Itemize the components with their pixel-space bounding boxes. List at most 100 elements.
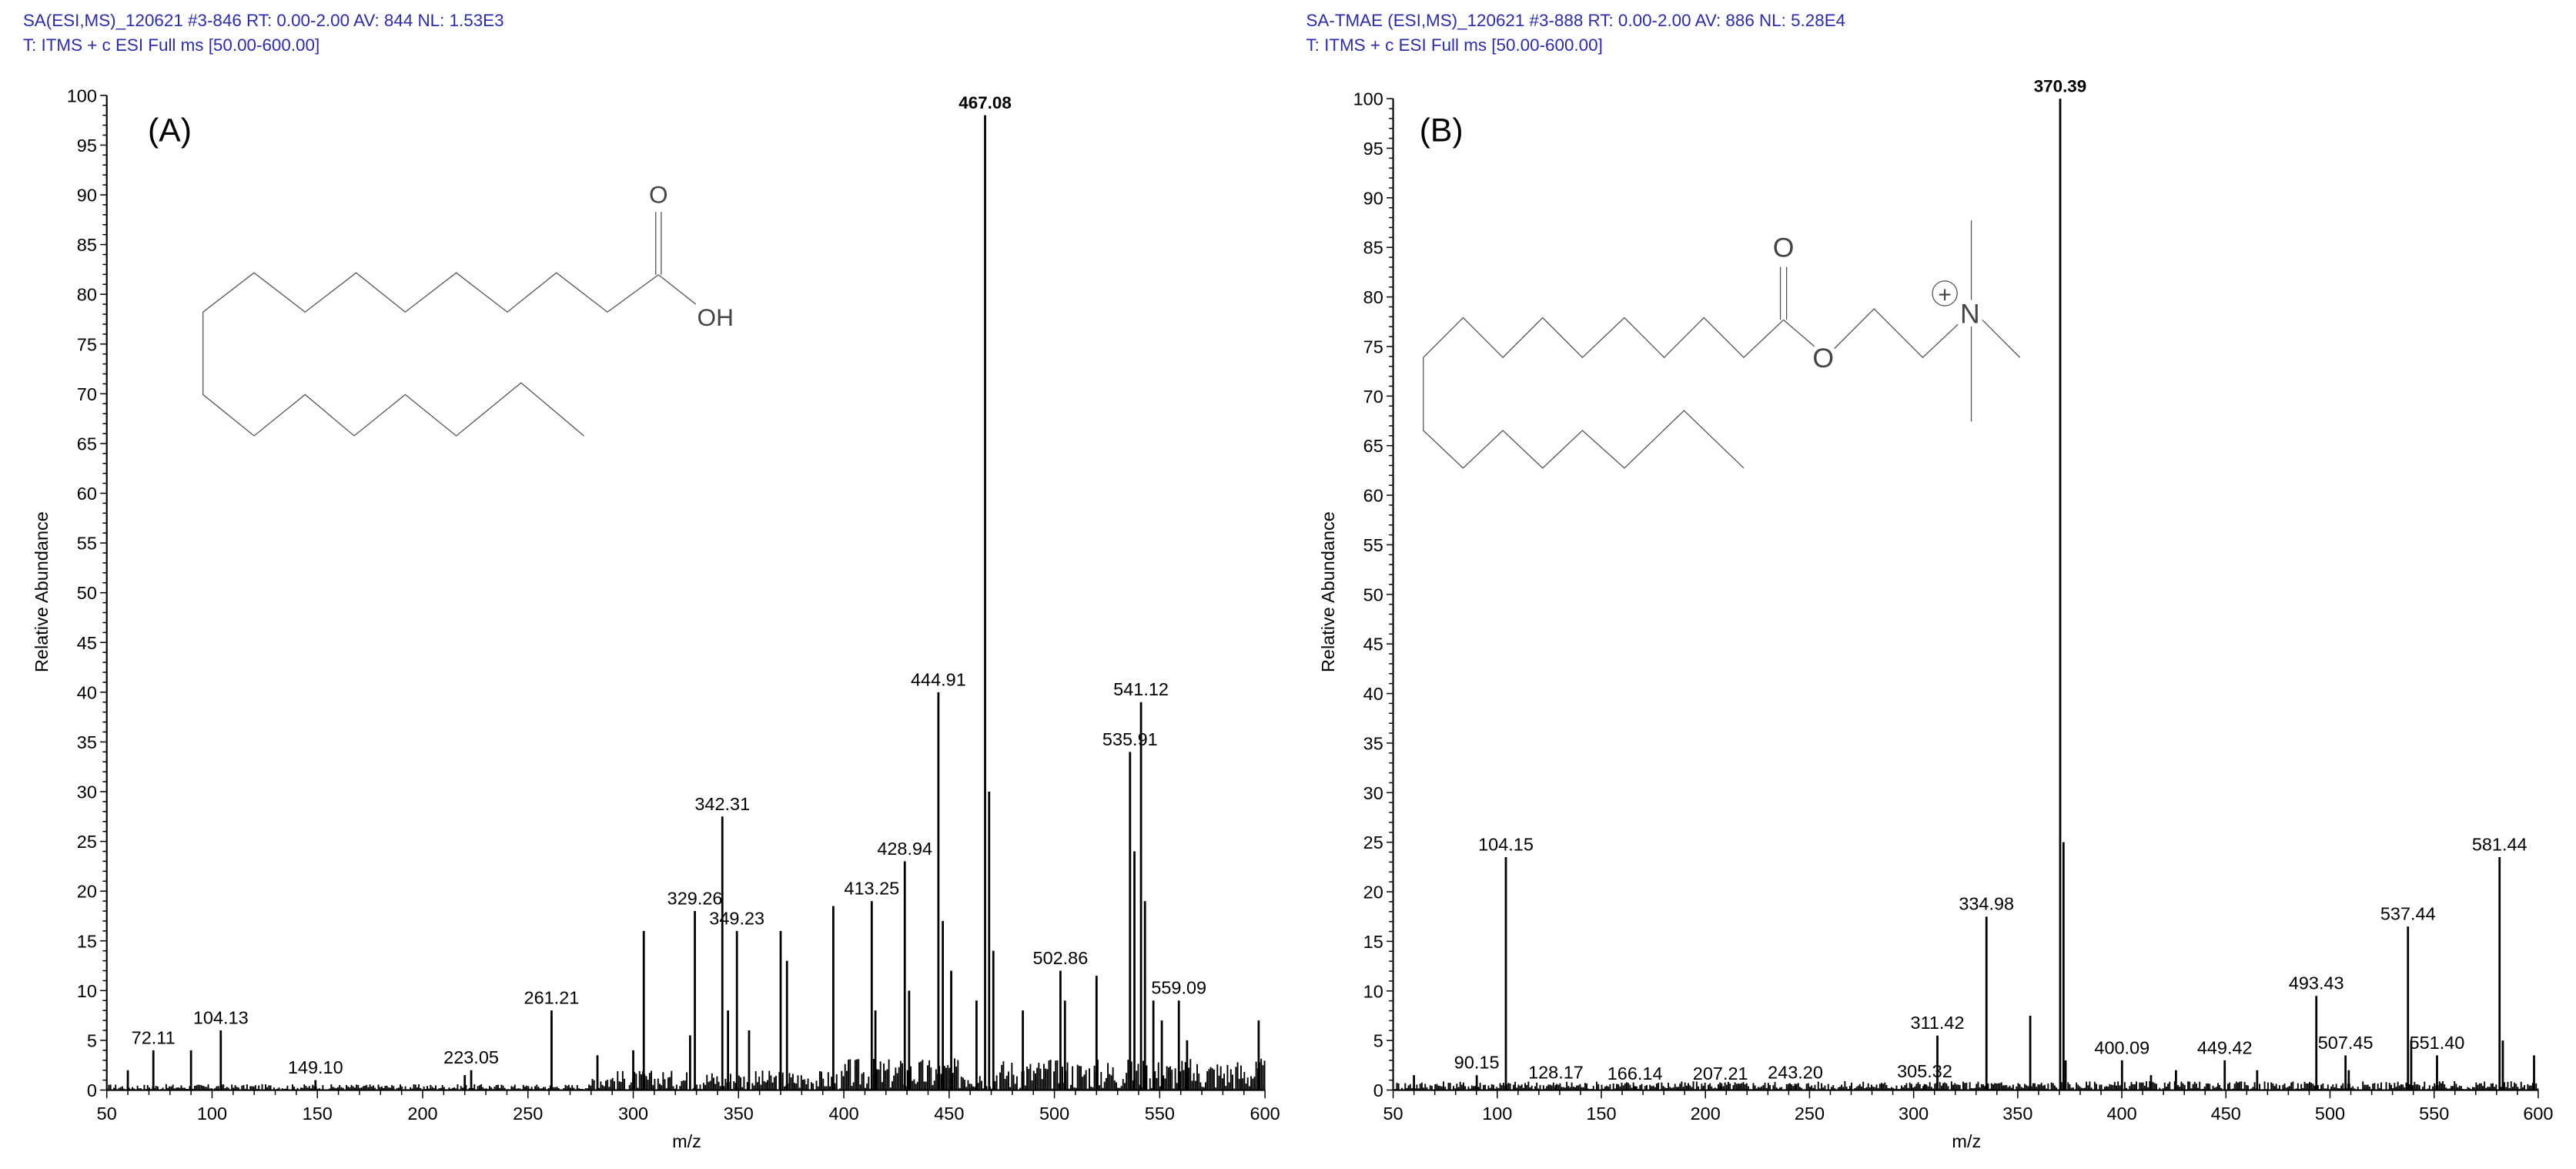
peak-label: 559.09	[1151, 978, 1206, 998]
peak-label: 349.23	[709, 908, 764, 928]
y-tick-label: 25	[1363, 832, 1383, 852]
y-tick-label: 20	[77, 882, 97, 902]
x-tick-label: 100	[1482, 1104, 1512, 1124]
y-tick-label: 70	[1363, 387, 1383, 407]
peak-label: 449.42	[2197, 1037, 2253, 1057]
y-tick-label: 80	[1363, 287, 1383, 307]
peak-label: 311.42	[1911, 1013, 1965, 1033]
peaks	[1394, 99, 2539, 1090]
y-tick-label: 85	[77, 235, 97, 255]
y-tick-label: 100	[1353, 89, 1383, 109]
peak-label: 581.44	[2472, 834, 2527, 854]
panel-label: (A)	[148, 112, 192, 149]
x-tick-label: 400	[2106, 1104, 2136, 1124]
y-tick-label: 60	[1363, 486, 1383, 506]
x-tick-label: 450	[2211, 1104, 2241, 1124]
y-tick-label: 75	[1363, 337, 1383, 357]
x-tick-label: 200	[407, 1104, 437, 1124]
y-tick-label: 55	[1363, 535, 1383, 555]
peak-label: 223.05	[443, 1047, 499, 1067]
y-tick-label: 55	[77, 534, 97, 554]
y-tick-label: 10	[1363, 981, 1383, 1001]
y-tick-label: 40	[77, 682, 97, 702]
axes: 0 5 10 15 20 25 30 35 40 45 50 55 60 65 70 75 80 85 90 95 10…	[67, 85, 1280, 1124]
peak-label: 243.20	[1768, 1063, 1823, 1083]
x-tick-label: 100	[197, 1104, 227, 1124]
peak-label: 502.86	[1033, 948, 1089, 968]
peaks	[108, 115, 1266, 1090]
peak-label: 149.10	[288, 1057, 343, 1077]
y-axis-label: Relative Abundance	[32, 511, 52, 672]
peak-label: 261.21	[524, 988, 580, 1008]
peak-label: 128.17	[1528, 1063, 1584, 1083]
sa-tmae-structure: + O O N	[1423, 220, 2020, 468]
peak-label: 551.40	[2410, 1033, 2465, 1053]
x-tick-label: 350	[2002, 1104, 2032, 1124]
peak-label: 104.15	[1478, 834, 1534, 854]
charge-label: +	[1938, 282, 1951, 307]
y-tick-label: 30	[77, 782, 97, 802]
y-tick-label: 25	[77, 832, 97, 852]
y-tick-label: 85	[1363, 238, 1383, 258]
y-tick-label: 100	[67, 85, 97, 106]
stearic-acid-structure: O OH	[203, 180, 734, 436]
peak-label: 104.13	[193, 1007, 249, 1027]
y-tick-label: 95	[1363, 139, 1383, 159]
y-tick-label: 50	[1363, 584, 1383, 605]
x-tick-label: 600	[1250, 1104, 1280, 1124]
y-tick-label: 80	[77, 285, 97, 305]
peak-label: 329.26	[667, 888, 723, 908]
y-tick-label: 75	[77, 334, 97, 354]
spectrum-panel-a: SA(ESI,MS)_120621 #3-846 RT: 0.00-2.00 A…	[23, 11, 1280, 1151]
y-tick-label: 20	[1363, 883, 1383, 903]
x-tick-label: 50	[97, 1104, 117, 1124]
peak-label: 400.09	[2094, 1037, 2149, 1057]
y-tick-label: 60	[77, 484, 97, 504]
header-line-1: SA-TMAE (ESI,MS)_120621 #3-888 RT: 0.00-…	[1306, 11, 1845, 30]
x-tick-label: 550	[1145, 1104, 1175, 1124]
x-tick-label: 300	[618, 1104, 648, 1124]
y-tick-label: 35	[1363, 733, 1383, 753]
x-tick-label: 550	[2419, 1104, 2449, 1124]
x-tick-label: 450	[934, 1104, 964, 1124]
peak-label: 334.98	[1959, 894, 2014, 914]
spectrum-panel-b: SA-TMAE (ESI,MS)_120621 #3-888 RT: 0.00-…	[1306, 11, 2553, 1151]
atom-label-o: O	[649, 180, 668, 208]
y-tick-label: 65	[1363, 436, 1383, 456]
x-tick-label: 350	[724, 1104, 754, 1124]
x-tick-label: 500	[1039, 1104, 1069, 1124]
y-tick-label: 50	[77, 583, 97, 603]
x-tick-label: 250	[1795, 1104, 1825, 1124]
atom-label-oh: OH	[698, 303, 734, 331]
x-tick-label: 300	[1899, 1104, 1929, 1124]
x-tick-label: 50	[1383, 1104, 1403, 1124]
y-tick-label: 90	[77, 186, 97, 206]
peak-labels: 90.15 104.15 128.17 166.14 207.21 243.20 305.3…	[1454, 77, 2527, 1084]
y-tick-label: 0	[1373, 1080, 1383, 1100]
peak-label: 541.12	[1113, 679, 1169, 699]
peak-label: 166.14	[1607, 1063, 1663, 1084]
y-tick-label: 90	[1363, 188, 1383, 208]
y-tick-label: 95	[77, 136, 97, 156]
y-tick-label: 5	[87, 1030, 97, 1050]
peak-label: 305.32	[1897, 1061, 1952, 1081]
y-tick-label: 45	[77, 633, 97, 653]
peak-label: 207.21	[1693, 1063, 1748, 1084]
peak-label: 537.44	[2380, 904, 2436, 924]
y-tick-label: 0	[87, 1080, 97, 1100]
header-line-2: T: ITMS + c ESI Full ms [50.00-600.00]	[1306, 35, 1602, 55]
x-tick-label: 500	[2315, 1104, 2345, 1124]
peak-labels: 72.11 104.13 149.10 223.05 261.21 329.26 342.3…	[132, 93, 1206, 1077]
x-tick-label: 250	[513, 1104, 543, 1124]
y-tick-label: 45	[1363, 635, 1383, 655]
peak-label: 493.43	[2289, 973, 2344, 993]
peak-label: 72.11	[132, 1027, 176, 1047]
peak-label: 342.31	[694, 794, 750, 814]
x-tick-label: 400	[828, 1104, 858, 1124]
y-tick-label: 70	[77, 384, 97, 404]
header-line-1: SA(ESI,MS)_120621 #3-846 RT: 0.00-2.00 A…	[23, 11, 504, 30]
y-tick-label: 30	[1363, 783, 1383, 803]
peak-label: 428.94	[877, 839, 932, 859]
y-tick-label: 15	[1363, 932, 1383, 952]
